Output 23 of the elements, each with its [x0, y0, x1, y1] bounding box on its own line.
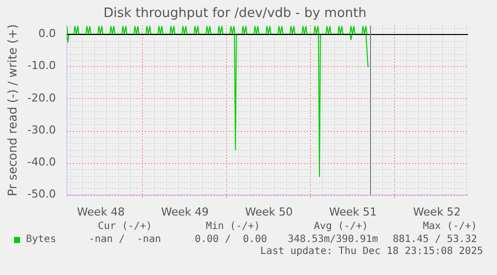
- y-tick-label: -20.0: [27, 91, 56, 104]
- y-tick-label: -40.0: [27, 156, 56, 169]
- y-axis-title: Pr second read (-) / write (+): [5, 24, 20, 196]
- y-tick-label: -50.0: [27, 188, 56, 201]
- text: Cur (-/+): [98, 221, 152, 233]
- text: 0.00 / 0.00: [194, 234, 267, 246]
- text: 881.45 / 53.32: [392, 234, 477, 246]
- x-tick-label: Week 51: [329, 205, 377, 218]
- text: -nan / -nan: [88, 234, 161, 246]
- x-tick-label: Week 52: [413, 205, 461, 218]
- y-tick-label: -30.0: [27, 123, 56, 136]
- y-tick-label: -10.0: [27, 59, 56, 72]
- text: Max (-/+): [422, 221, 477, 233]
- x-tick-label: Week 48: [77, 205, 125, 218]
- chart-title: Disk throughput for /dev/vdb - by month: [104, 6, 366, 22]
- y-tick-label: 0.0: [38, 27, 56, 40]
- text: Last update: Thu Dec 18 23:15:08 2025: [260, 246, 483, 258]
- text: Avg (-/+): [314, 221, 368, 233]
- legend-label: Bytes: [25, 234, 56, 246]
- x-tick-label: Week 49: [161, 205, 209, 218]
- text: Min (-/+): [206, 221, 260, 233]
- x-tick-label: Week 50: [245, 205, 293, 218]
- text: 348.53m/390.91m: [288, 234, 378, 246]
